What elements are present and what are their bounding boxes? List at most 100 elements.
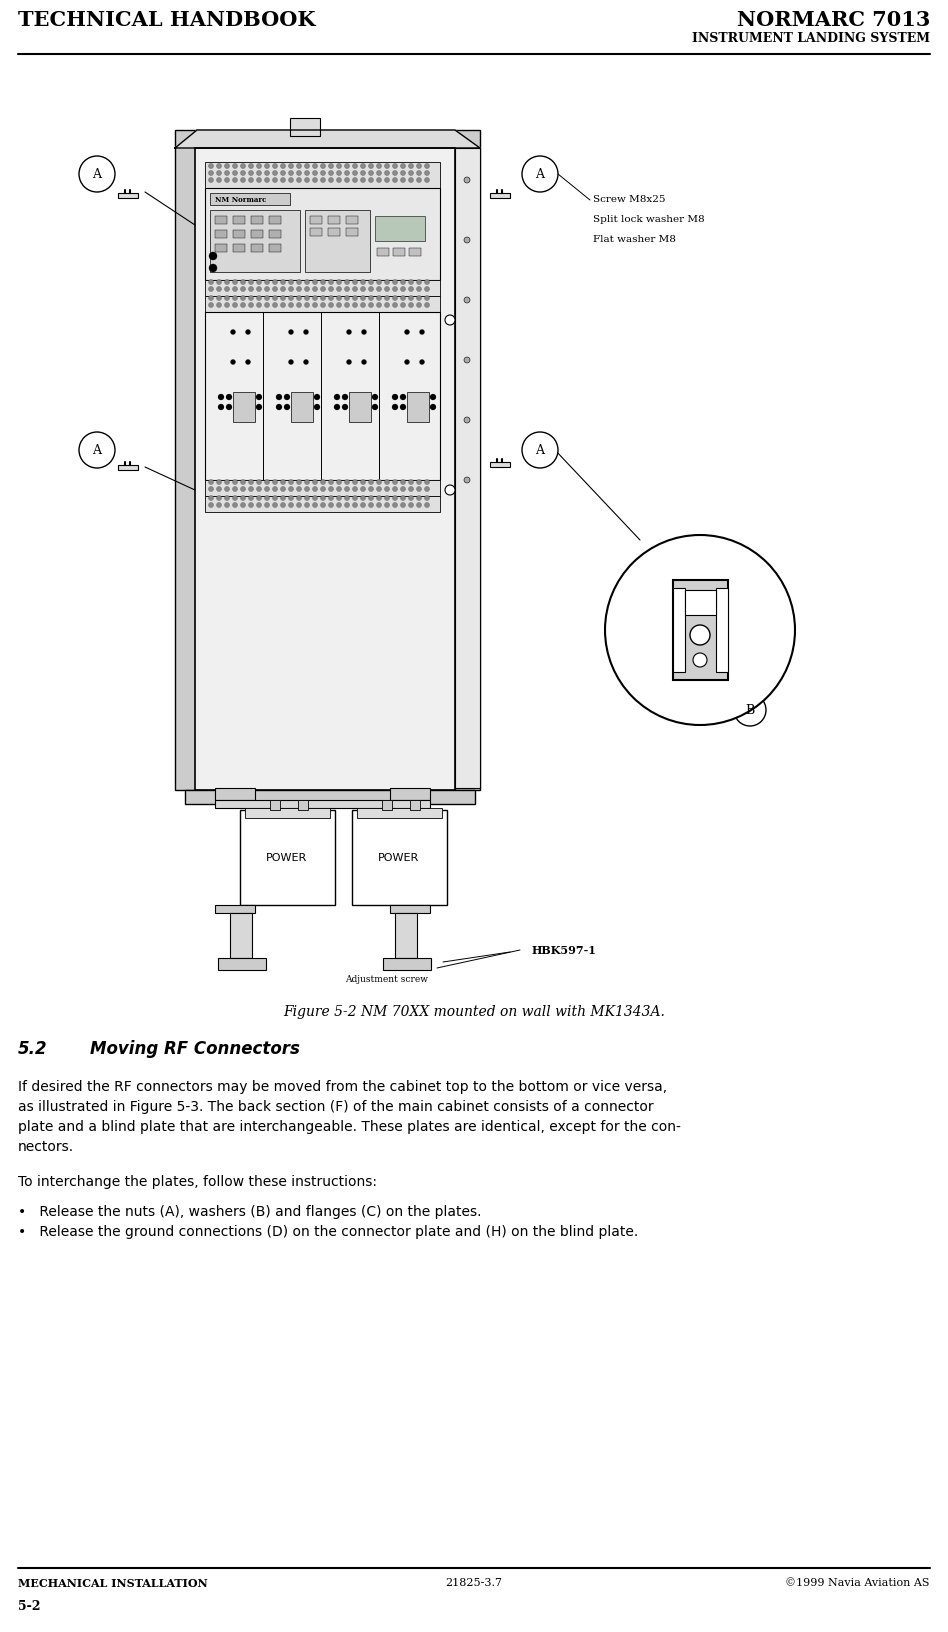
- Circle shape: [314, 393, 320, 400]
- Circle shape: [385, 302, 390, 307]
- Text: NM Normarc: NM Normarc: [215, 196, 266, 204]
- Circle shape: [297, 178, 301, 183]
- Circle shape: [272, 503, 278, 508]
- Circle shape: [369, 279, 374, 284]
- Bar: [383, 958, 431, 969]
- Circle shape: [320, 170, 325, 176]
- Circle shape: [241, 496, 246, 501]
- Circle shape: [288, 330, 294, 335]
- Circle shape: [392, 302, 397, 307]
- Circle shape: [337, 170, 341, 176]
- Bar: [205, 312, 440, 480]
- Circle shape: [209, 486, 213, 491]
- Circle shape: [425, 302, 429, 307]
- Circle shape: [361, 330, 367, 335]
- Circle shape: [409, 287, 413, 292]
- Circle shape: [347, 359, 352, 364]
- Bar: [490, 462, 510, 467]
- Bar: [290, 118, 320, 135]
- Bar: [395, 912, 417, 958]
- Circle shape: [216, 163, 222, 168]
- Bar: [215, 788, 255, 800]
- Circle shape: [329, 279, 334, 284]
- Circle shape: [369, 163, 374, 168]
- Circle shape: [392, 163, 397, 168]
- Circle shape: [225, 287, 229, 292]
- Circle shape: [297, 163, 301, 168]
- Circle shape: [360, 295, 366, 300]
- Circle shape: [409, 170, 413, 176]
- Bar: [233, 215, 245, 224]
- Circle shape: [369, 486, 374, 491]
- Circle shape: [241, 486, 246, 491]
- Circle shape: [420, 330, 425, 335]
- Text: 5-2: 5-2: [18, 1599, 41, 1612]
- Text: Screw M8x25: Screw M8x25: [593, 194, 665, 204]
- Bar: [407, 392, 429, 423]
- Circle shape: [344, 496, 350, 501]
- Bar: [305, 211, 370, 273]
- Text: Split lock washer M8: Split lock washer M8: [593, 215, 704, 224]
- Bar: [270, 800, 280, 809]
- Circle shape: [360, 163, 366, 168]
- Circle shape: [225, 302, 229, 307]
- Circle shape: [320, 163, 325, 168]
- Bar: [230, 912, 252, 958]
- Circle shape: [320, 503, 325, 508]
- Circle shape: [693, 653, 707, 667]
- Circle shape: [337, 496, 341, 501]
- Bar: [205, 188, 440, 281]
- Circle shape: [209, 480, 213, 485]
- Circle shape: [369, 178, 374, 183]
- Circle shape: [400, 178, 406, 183]
- Circle shape: [353, 496, 357, 501]
- Circle shape: [334, 405, 340, 410]
- Bar: [310, 215, 322, 224]
- Bar: [118, 193, 138, 197]
- Circle shape: [400, 503, 406, 508]
- Circle shape: [209, 279, 213, 284]
- Circle shape: [281, 496, 285, 501]
- Circle shape: [344, 287, 350, 292]
- Circle shape: [232, 503, 238, 508]
- Circle shape: [522, 157, 558, 193]
- Bar: [195, 149, 455, 790]
- Circle shape: [416, 163, 422, 168]
- Circle shape: [353, 163, 357, 168]
- Bar: [673, 588, 685, 672]
- Circle shape: [276, 405, 282, 410]
- Circle shape: [360, 503, 366, 508]
- Circle shape: [257, 503, 262, 508]
- Circle shape: [342, 393, 348, 400]
- Bar: [205, 295, 440, 312]
- Circle shape: [288, 359, 294, 364]
- Polygon shape: [175, 131, 480, 149]
- Circle shape: [337, 480, 341, 485]
- Circle shape: [281, 170, 285, 176]
- Text: B: B: [745, 703, 755, 716]
- Circle shape: [409, 486, 413, 491]
- Circle shape: [281, 480, 285, 485]
- Circle shape: [288, 279, 294, 284]
- Circle shape: [297, 295, 301, 300]
- Circle shape: [320, 295, 325, 300]
- Circle shape: [246, 359, 250, 364]
- Circle shape: [313, 279, 318, 284]
- Circle shape: [353, 486, 357, 491]
- Bar: [210, 193, 290, 206]
- Circle shape: [281, 486, 285, 491]
- Circle shape: [257, 480, 262, 485]
- Circle shape: [216, 287, 222, 292]
- Circle shape: [257, 302, 262, 307]
- Circle shape: [257, 163, 262, 168]
- Bar: [205, 496, 440, 512]
- Circle shape: [248, 503, 253, 508]
- Circle shape: [232, 279, 238, 284]
- Circle shape: [385, 503, 390, 508]
- Circle shape: [303, 330, 308, 335]
- Circle shape: [360, 279, 366, 284]
- Circle shape: [392, 287, 397, 292]
- Circle shape: [314, 405, 320, 410]
- Circle shape: [272, 279, 278, 284]
- Circle shape: [209, 496, 213, 501]
